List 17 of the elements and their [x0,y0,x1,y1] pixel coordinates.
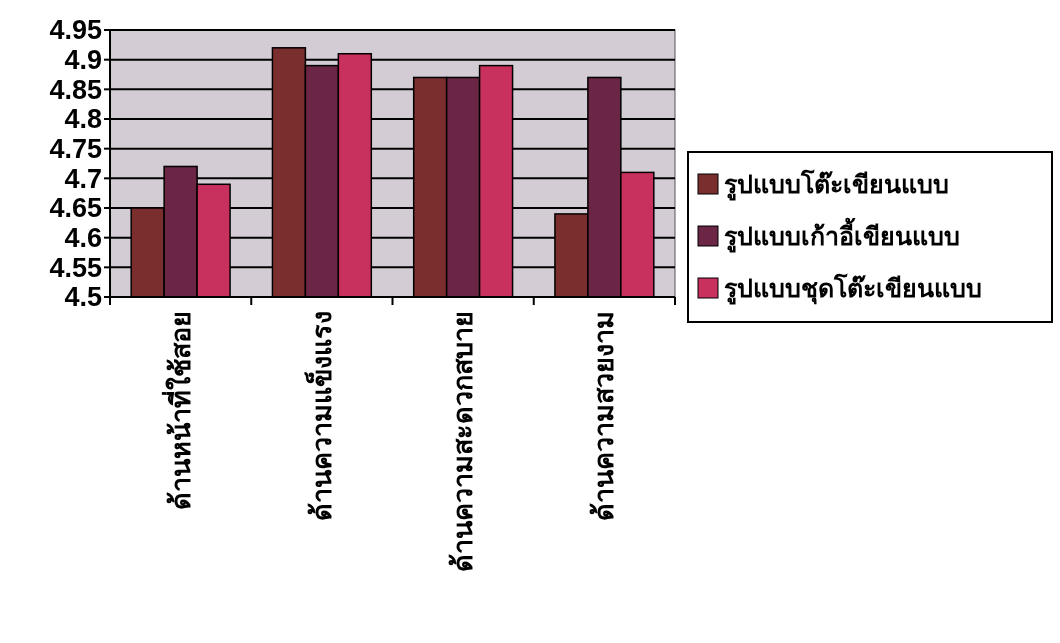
legend-label: รูปแบบชุดโต๊ะเขียนแบบ [724,272,982,305]
y-tick-label: 4.8 [64,104,102,135]
y-tick-label: 4.95 [49,15,102,46]
y-tick-label: 4.55 [49,252,102,283]
y-tick-label: 4.7 [64,163,102,194]
legend-label: รูปแบบโต๊ะเขียนแบบ [724,168,949,201]
y-tick-label: 4.6 [64,223,102,254]
y-tick-label: 4.9 [64,45,102,76]
y-tick-label: 4.85 [49,74,102,105]
x-tick-label: ด้านหน้าที่ใช้สอย [160,311,196,510]
x-tick-label: ด้านความแข็งแรง [303,311,337,521]
y-tick-label: 4.65 [49,193,102,224]
y-tick-label: 4.5 [64,282,102,313]
y-tick-label: 4.75 [49,134,102,165]
x-tick-label: ด้านความสะดวกสบาย [448,311,479,572]
x-tick-label: ด้านความสวยงาม [589,311,620,521]
legend-label: รูปแบบเก้าอี้เขียนแบบ [724,216,960,253]
